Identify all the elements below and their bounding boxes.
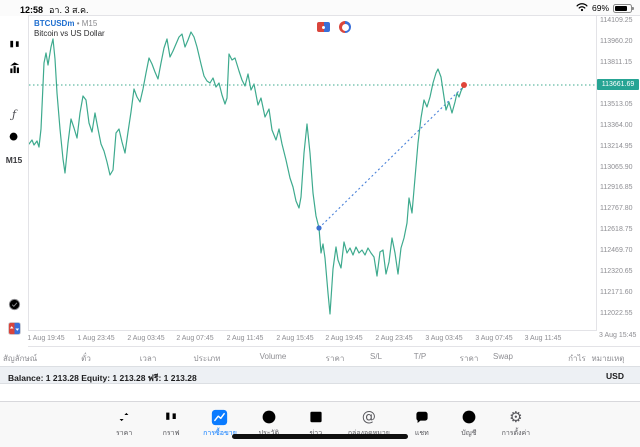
tab-settings[interactable]: ⚙ การตั้งค่า xyxy=(501,407,531,437)
time-tick: 1 Aug 19:45 xyxy=(27,335,65,342)
tab-trade[interactable]: การซื้อขาย xyxy=(203,408,237,439)
tab-news[interactable]: ข่าว xyxy=(301,408,331,439)
time-tick: 1 Aug 23:45 xyxy=(77,335,115,342)
time-tick: 3 Aug 03:45 xyxy=(425,335,463,342)
tab-accounts[interactable]: บัญชี xyxy=(454,408,484,439)
news-icon xyxy=(308,408,324,426)
mailbox-at-icon: @ xyxy=(361,408,376,425)
account-balance-bar: Balance: 1 213.28 Equity: 1 213.28 ฟรี: … xyxy=(0,366,640,384)
column-header: สัญลักษณ์ xyxy=(3,354,38,363)
price-tick: 112767.80 xyxy=(600,205,633,213)
column-header: เวลา xyxy=(139,354,157,363)
price-tick: 112916.85 xyxy=(600,184,633,192)
column-header: Swap xyxy=(492,352,514,361)
tab-charts[interactable]: กราฟ xyxy=(156,408,186,439)
status-date: อา. 3 ส.ค. xyxy=(49,5,89,15)
column-header: กำไร xyxy=(568,354,586,363)
price-tick: 113513.05 xyxy=(600,100,633,108)
price-tick: 113364.00 xyxy=(600,121,633,129)
column-header: ประเภท xyxy=(193,354,221,363)
tab-quotes[interactable]: ราคา xyxy=(109,408,139,439)
price-tick: 112618.75 xyxy=(600,226,633,234)
candles-icon xyxy=(163,408,179,426)
chart-header: BTCUSDm • M15 Bitcoin vs US Dollar xyxy=(34,19,105,38)
tab-history[interactable]: ประวัติ xyxy=(254,408,284,439)
balance-summary: Balance: 1 213.28 Equity: 1 213.28 ฟรี: … xyxy=(8,373,197,383)
chat-bubble-icon xyxy=(414,408,430,426)
wifi-icon xyxy=(576,2,588,14)
price-tick: 113960.20 xyxy=(600,37,633,45)
quotes-arrows-icon xyxy=(116,408,132,426)
indicators-sliders-icon[interactable] xyxy=(0,84,28,97)
chart-toolbar: ƒ M15 xyxy=(0,16,28,347)
time-tick: 2 Aug 07:45 xyxy=(176,335,214,342)
price-tick: 112171.60 xyxy=(600,289,633,297)
symbol-description: Bitcoin vs US Dollar xyxy=(34,29,105,38)
market-session-icon xyxy=(339,21,351,33)
account-currency: USD xyxy=(606,371,624,381)
positions-table-header: สัญลักษณ์ ตั๋ว เวลา ประเภท Volume ราคา S/L T/P ร… xyxy=(0,348,640,365)
bottom-tab-bar: ราคา กราฟ การซื้อขาย ประวัติ ข่าว @ กล่อ… xyxy=(0,401,640,447)
column-header: Volume xyxy=(259,352,287,361)
settings-gear-icon: ⚙ xyxy=(509,407,523,426)
price-tick: 113065.90 xyxy=(600,163,633,171)
status-bar: 12:58 อา. 3 ส.ค. 69% xyxy=(0,0,640,16)
crosshair-icon[interactable] xyxy=(0,17,28,30)
column-header: ราคา xyxy=(325,354,345,363)
timeframe-button[interactable]: M15 xyxy=(5,155,23,165)
tab-mailbox[interactable]: @ กล่องจดหมาย xyxy=(348,408,390,439)
entry-marker-dot[interactable] xyxy=(316,225,322,231)
symbol-flag-icon xyxy=(317,22,330,32)
column-header: ตั๋ว xyxy=(81,354,91,363)
position-trend-line xyxy=(318,87,463,229)
statistics-icon[interactable] xyxy=(0,61,28,74)
price-tick: 114109.25 xyxy=(600,17,633,24)
price-line-chart[interactable] xyxy=(29,16,596,330)
current-price-dot xyxy=(461,82,467,88)
column-header: T/P xyxy=(413,352,427,361)
time-tick: 2 Aug 15:45 xyxy=(276,335,314,342)
symbol-name[interactable]: BTCUSDm xyxy=(34,19,75,28)
time-tick: 2 Aug 23:45 xyxy=(375,335,413,342)
one-click-trading-icon[interactable] xyxy=(0,322,28,335)
symbol-timeframe: • M15 xyxy=(76,19,98,28)
column-header: หมายเหตุ xyxy=(591,354,625,363)
column-header: S/L xyxy=(369,352,383,361)
price-tick: 113811.15 xyxy=(600,58,633,66)
column-header: ราคา xyxy=(459,354,479,363)
time-tick: 2 Aug 11:45 xyxy=(226,335,264,342)
current-price-badge: 113661.69 xyxy=(597,78,639,90)
home-indicator[interactable] xyxy=(232,434,408,439)
time-tick: 3 Aug 07:45 xyxy=(475,335,513,342)
magnifier-icon[interactable] xyxy=(0,131,28,144)
price-tick: 113214.95 xyxy=(600,142,633,150)
tab-chat[interactable]: แชท xyxy=(407,408,437,439)
battery-percent: 69% xyxy=(591,3,609,13)
price-tick: 112320.65 xyxy=(600,268,633,276)
last-time-label: 3 Aug 15:45 xyxy=(599,332,637,339)
price-polyline xyxy=(29,31,465,315)
account-person-icon xyxy=(461,408,477,426)
price-tick: 112022.55 xyxy=(600,310,633,318)
history-clock-icon xyxy=(261,408,277,426)
price-axis[interactable]: 114109.25 113960.20 113811.15 113661.69 1135… xyxy=(597,15,640,347)
chart-area[interactable]: BTCUSDm • M15 Bitcoin vs US Dollar xyxy=(28,15,597,331)
clock-check-icon[interactable] xyxy=(0,298,28,311)
time-tick: 3 Aug 11:45 xyxy=(524,335,562,342)
function-objects-icon[interactable]: ƒ xyxy=(11,108,17,121)
candlestick-chart-icon[interactable] xyxy=(0,38,28,52)
time-tick: 2 Aug 03:45 xyxy=(127,335,165,342)
time-axis[interactable]: 1 Aug 19:45 1 Aug 23:45 2 Aug 03:45 2 Aug 0… xyxy=(27,331,640,347)
clock-time: 12:58 xyxy=(20,5,44,15)
trade-chart-icon xyxy=(211,408,228,426)
price-tick: 112469.70 xyxy=(600,247,633,255)
time-tick: 2 Aug 19:45 xyxy=(325,335,363,342)
battery-icon xyxy=(613,3,634,13)
